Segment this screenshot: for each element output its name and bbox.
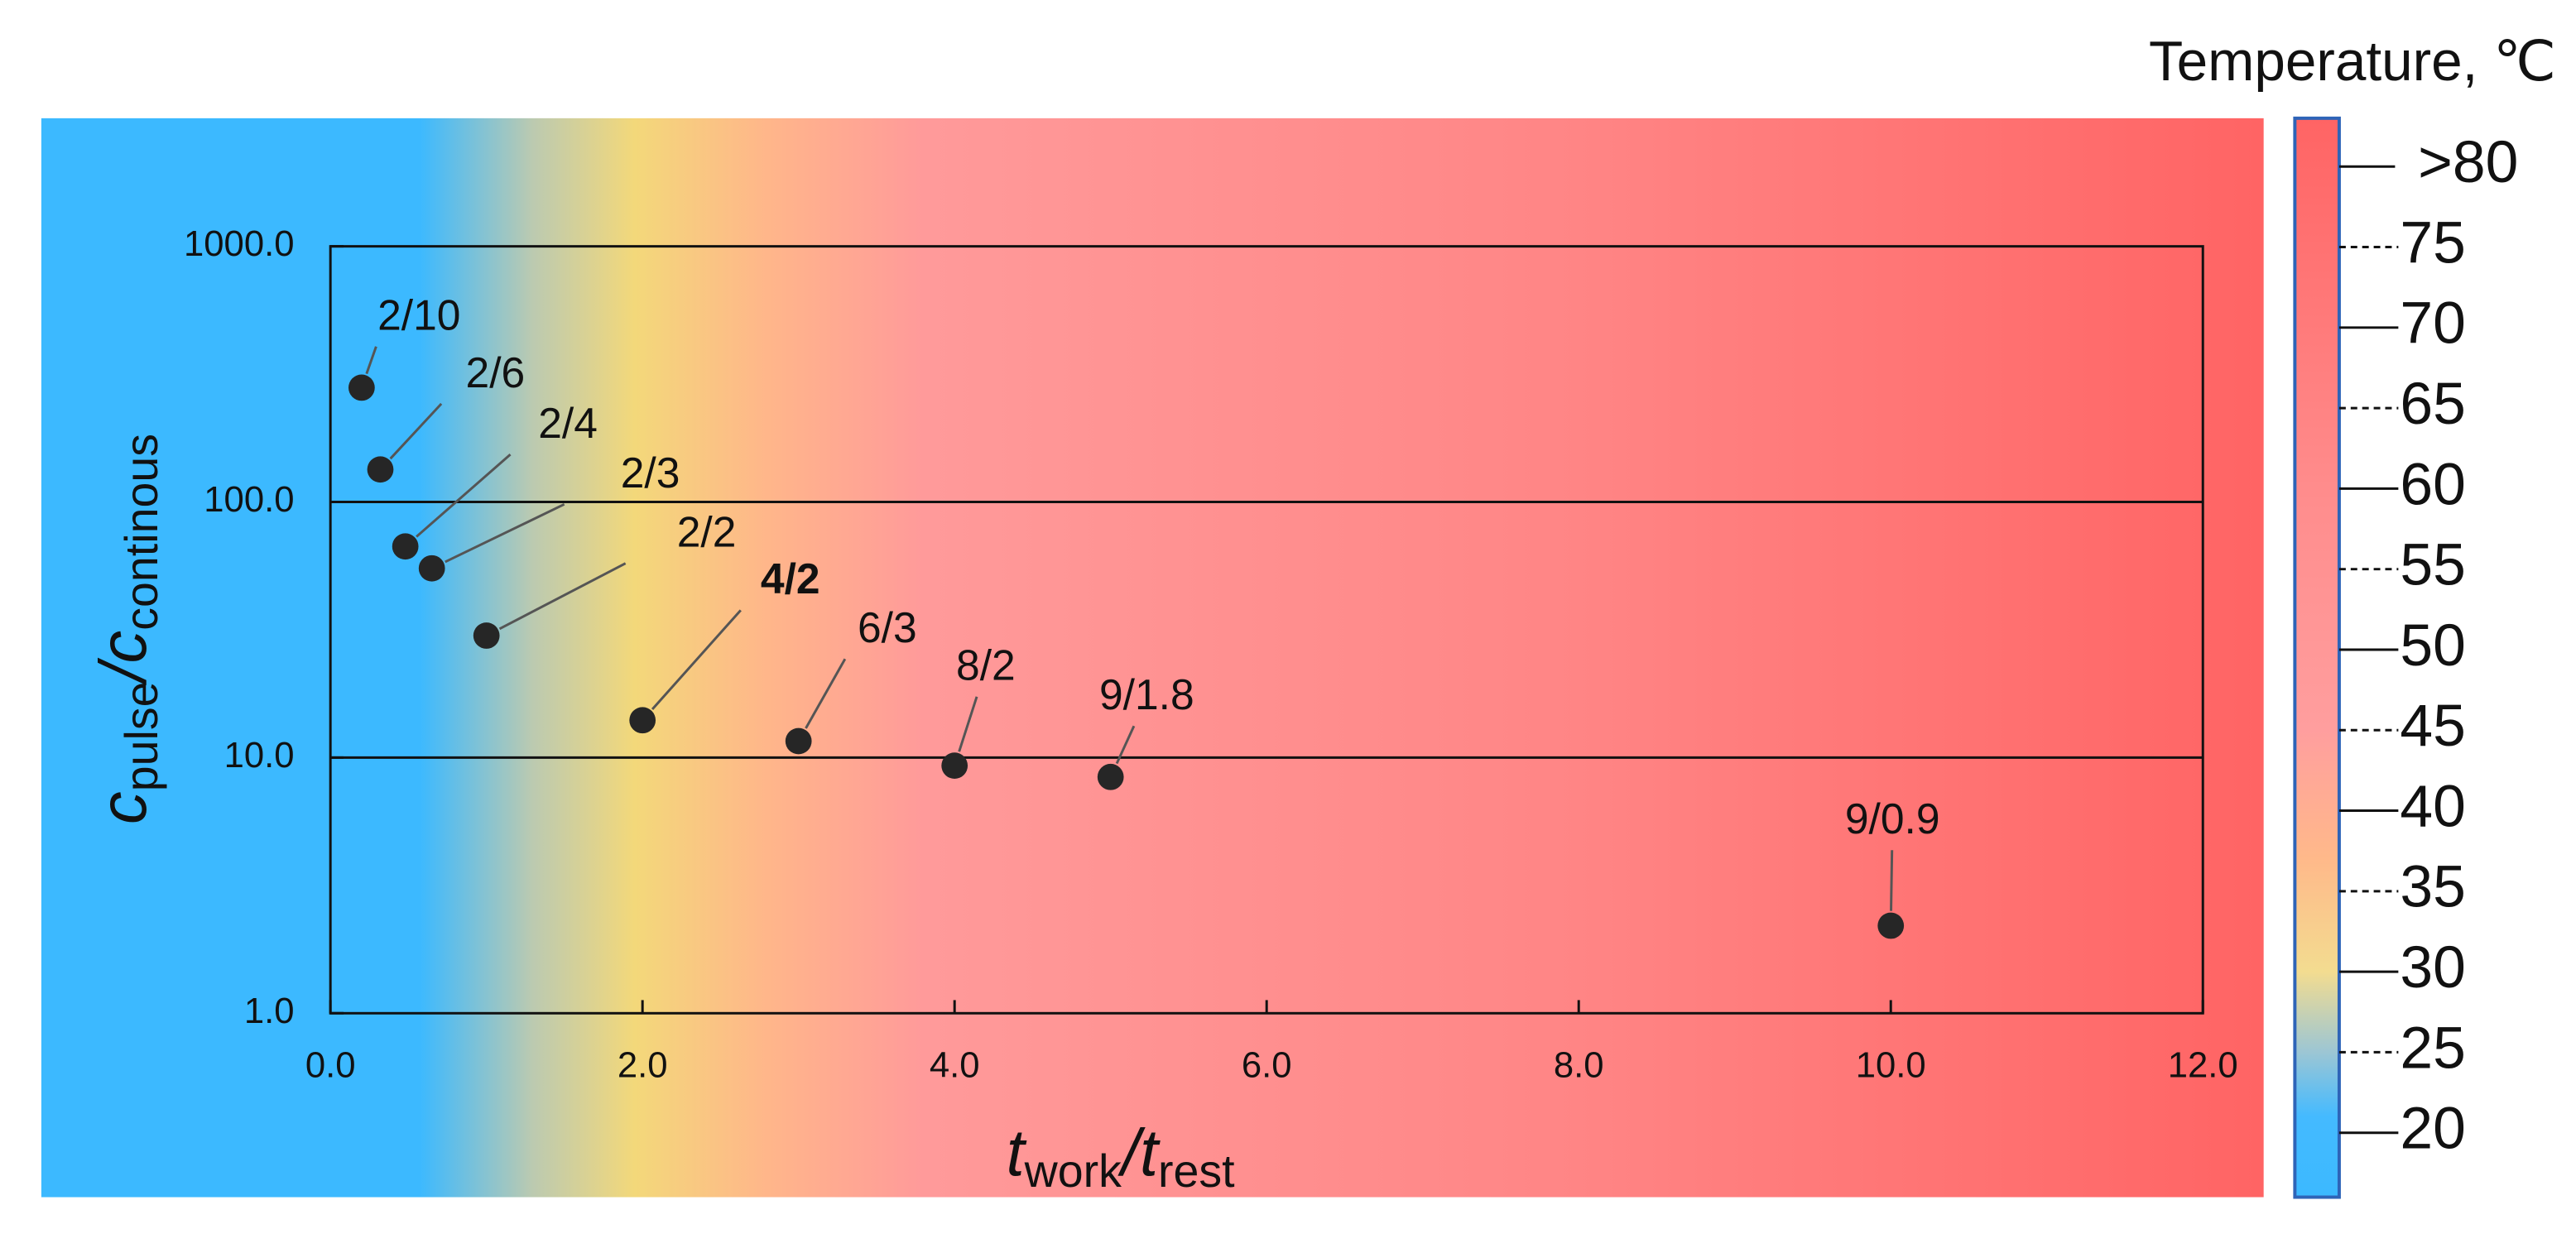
point-label: 2/4 <box>538 399 598 447</box>
colorbar-tick-label: 20 <box>2400 1096 2465 1162</box>
point-label: 9/1.8 <box>1099 670 1194 718</box>
x-tick-label: 10.0 <box>1856 1044 1926 1085</box>
y-axis-label-part: /c <box>86 631 160 686</box>
background <box>41 118 2264 1198</box>
point-label: 9/0.9 <box>1845 795 1940 843</box>
colorbar-tick-label: >80 <box>2418 129 2518 195</box>
leader-line <box>445 502 565 564</box>
colorbar-tick-label: 55 <box>2400 532 2465 598</box>
colorbar-tick-label: 70 <box>2400 290 2465 357</box>
colorbar-tick-label: 45 <box>2400 693 2465 759</box>
colorbar-tick-label: 35 <box>2400 854 2465 920</box>
point-label: 4/2 <box>761 554 820 602</box>
leader-line <box>1115 725 1136 765</box>
y-axis-label-part: continous <box>116 434 167 631</box>
leader-line <box>365 346 377 375</box>
leader-line <box>389 402 443 460</box>
point-label: 2/2 <box>677 508 737 556</box>
leader-line <box>958 696 978 752</box>
colorbar-tick-label: 30 <box>2400 934 2465 1001</box>
x-axis-label: twork/trest <box>1007 1116 1236 1197</box>
x-tick-label: 0.0 <box>305 1044 356 1085</box>
colorbar-tick-label: 60 <box>2400 451 2465 517</box>
colorbar <box>2293 116 2341 1199</box>
colorbar-tick-label: 75 <box>2400 209 2465 276</box>
x-axis-label-part: rest <box>1158 1145 1235 1196</box>
point <box>1877 912 1905 939</box>
x-tick-label: 2.0 <box>618 1044 668 1085</box>
point <box>1097 763 1124 790</box>
point <box>367 456 394 483</box>
colorbar-title: Temperature, ℃ <box>2149 31 2556 93</box>
x-tick-label: 12.0 <box>2168 1044 2238 1085</box>
x-tick-label: 8.0 <box>1554 1044 1604 1085</box>
colorbar-tick-label: 50 <box>2400 612 2465 679</box>
y-tick-label: 10.0 <box>224 735 295 775</box>
point <box>941 752 968 780</box>
x-axis-label-part: work <box>1024 1145 1122 1196</box>
y-tick-label: 1.0 <box>244 991 295 1031</box>
x-axis-label-part: /t <box>1117 1116 1161 1189</box>
leader-line <box>1890 850 1894 911</box>
colorbar-tick-label: 65 <box>2400 371 2465 437</box>
leader-line <box>805 658 847 729</box>
point-label: 2/6 <box>466 348 526 396</box>
point <box>473 622 500 649</box>
colorbar-tick-label: 40 <box>2400 773 2465 839</box>
point-label: 2/10 <box>377 291 460 339</box>
point <box>785 727 812 755</box>
y-axis-label: cpulse/ccontinous <box>86 434 167 824</box>
y-tick-label: 1000.0 <box>184 223 294 264</box>
leader-line <box>498 562 627 631</box>
point-label: 2/3 <box>621 449 680 497</box>
y-axis-label-part: c <box>86 791 160 824</box>
colorbar-tick-label: 25 <box>2400 1015 2465 1081</box>
point-label: 8/2 <box>956 641 1016 689</box>
x-axis-label-part: t <box>1007 1116 1027 1189</box>
point <box>348 374 375 401</box>
point <box>392 533 419 560</box>
x-tick-label: 6.0 <box>1242 1044 1292 1085</box>
y-axis-label-part: pulse <box>116 681 167 791</box>
y-tick-label: 100.0 <box>204 479 294 520</box>
point <box>629 707 656 734</box>
x-tick-label: 4.0 <box>930 1044 980 1085</box>
leader-line <box>651 609 742 710</box>
leader-line <box>416 454 512 538</box>
point <box>418 554 445 582</box>
point-label: 6/3 <box>858 603 917 651</box>
